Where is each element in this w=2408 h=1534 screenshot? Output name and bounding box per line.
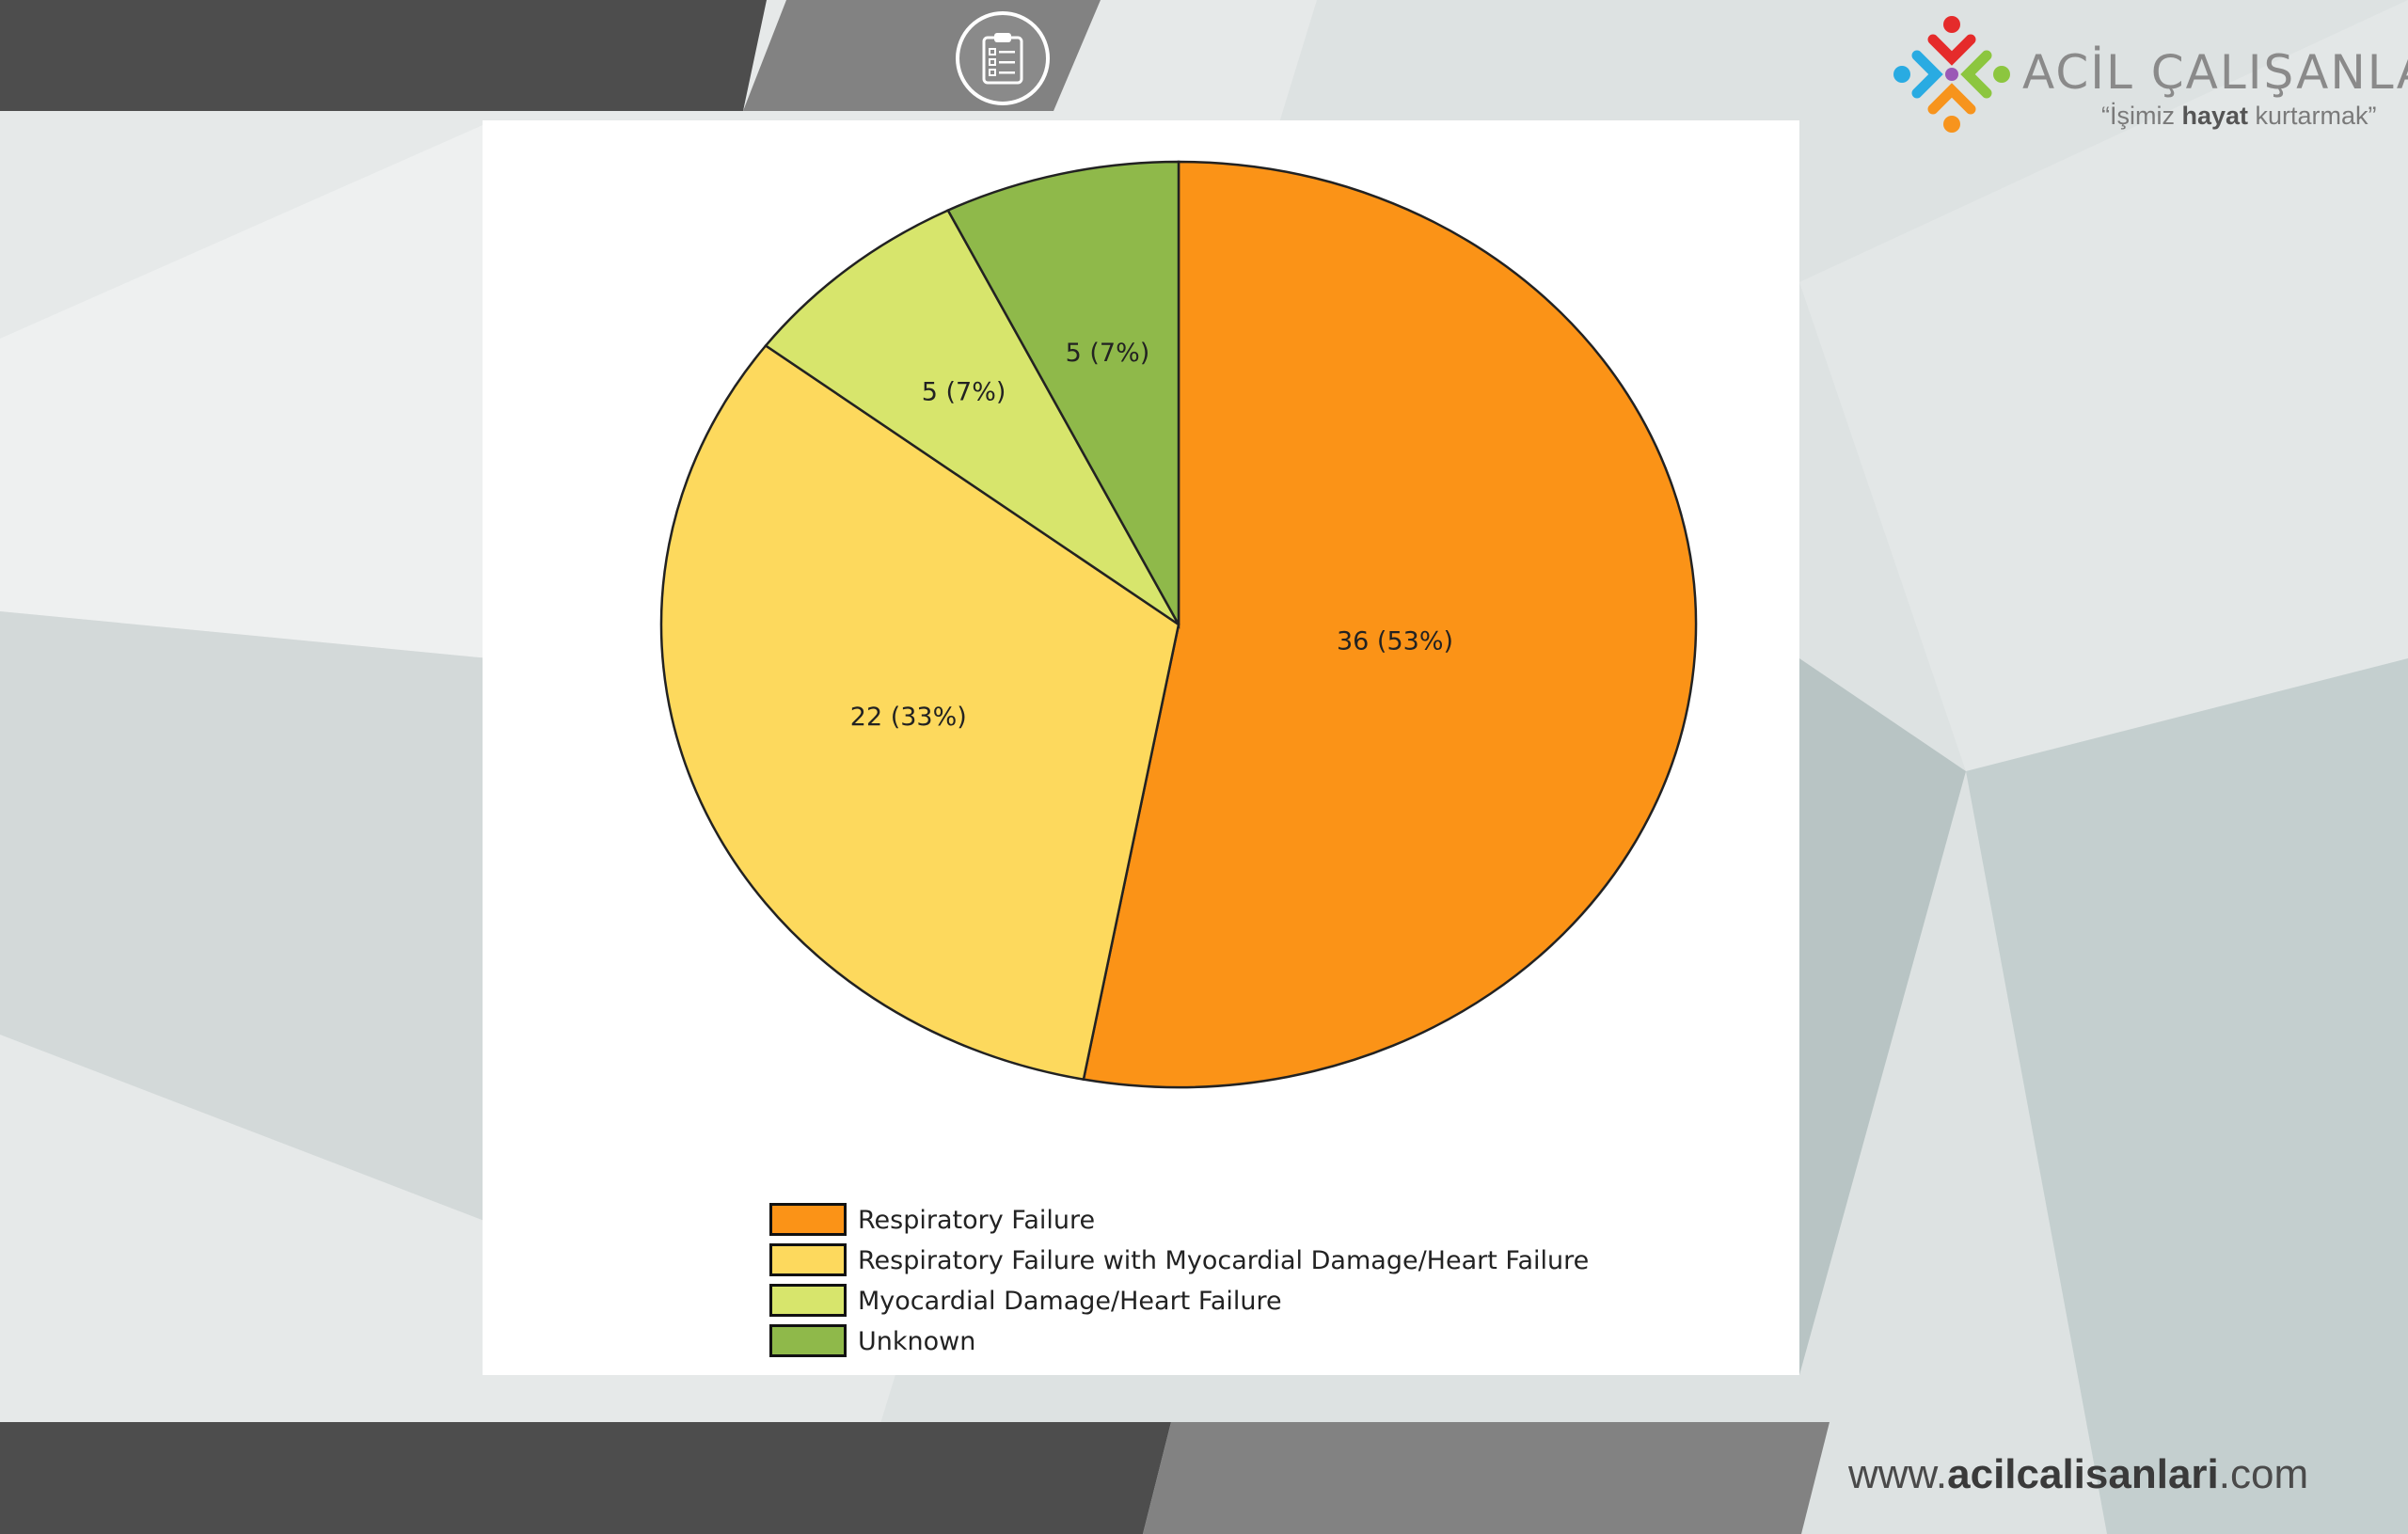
legend-item-3: Unknown [769, 1321, 1589, 1362]
legend-label-0: Respiratory Failure [858, 1206, 1096, 1235]
bottom-mid-band [1143, 1422, 1830, 1534]
bottom-dark-band [0, 1422, 1171, 1534]
legend-label-1: Respiratory Failure with Myocardial Dama… [858, 1246, 1590, 1275]
legend-item-0: Respiratory Failure [769, 1200, 1589, 1241]
pie-chart: 36 (53%) 22 (33%) 5 (7%) 5 (7%) [659, 160, 1698, 1089]
legend-item-1: Respiratory Failure with Myocardial Dama… [769, 1241, 1589, 1281]
pie-slice-3 [946, 160, 1180, 629]
website-url[interactable]: www.acilcalisanlari.com [1848, 1451, 2309, 1497]
slice-data-label-1: 22 (33%) [850, 703, 967, 732]
people-circle-logo-icon [1893, 16, 2010, 133]
clipboard-checklist-icon [982, 33, 1023, 85]
slice-data-label-0: 36 (53%) [1337, 627, 1453, 656]
slice-data-label-3: 5 (7%) [1066, 339, 1150, 368]
brand-logo[interactable]: ACİL ÇALIŞANLARI “İşimiz hayat kurtarmak… [1891, 13, 2408, 135]
clipboard-button[interactable] [956, 11, 1050, 105]
legend-label-2: Myocardial Damage/Heart Failure [858, 1287, 1282, 1316]
pie-slice-2 [764, 208, 1180, 626]
brand-name: ACİL ÇALIŞANLARI [2022, 45, 2408, 100]
legend-label-3: Unknown [858, 1327, 976, 1356]
legend-item-2: Myocardial Damage/Heart Failure [769, 1281, 1589, 1321]
slice-data-label-2: 5 (7%) [922, 377, 1006, 406]
pie-slice-1 [659, 343, 1180, 1082]
chart-panel: 36 (53%) 22 (33%) 5 (7%) 5 (7%) Respiratory… [483, 120, 1799, 1375]
legend-swatch-3 [769, 1324, 847, 1357]
legend-swatch-2 [769, 1284, 847, 1317]
top-dark-band [0, 0, 767, 111]
brand-slogan: “İşimiz hayat kurtarmak” [2101, 102, 2377, 130]
chart-legend: Respiratory Failure Respiratory Failure w… [769, 1200, 1589, 1362]
legend-swatch-0 [769, 1203, 847, 1236]
pie-slice-0 [1082, 160, 1698, 1089]
legend-swatch-1 [769, 1243, 847, 1276]
